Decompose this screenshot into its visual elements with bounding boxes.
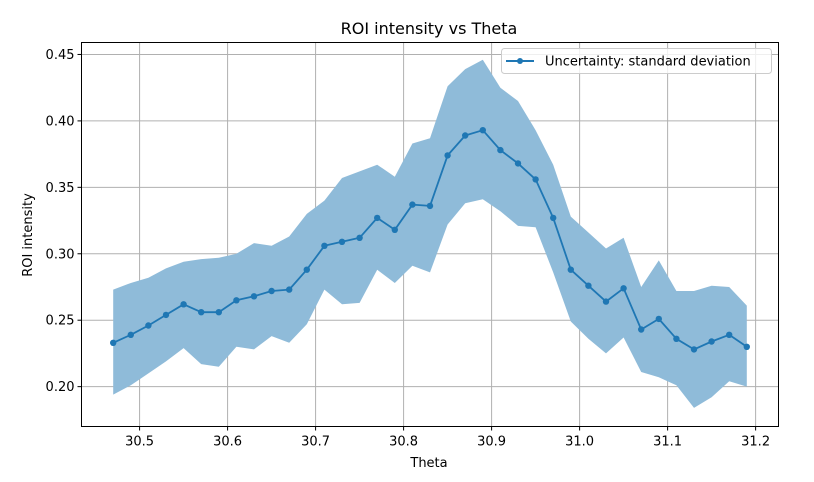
chart-title: ROI intensity vs Theta [341,19,518,38]
data-point [655,315,662,323]
data-point [145,322,152,329]
data-point [286,286,293,293]
x-tick-label: 31.1 [653,435,682,450]
x-tick-label: 31.2 [741,435,770,450]
plot-area-frame [81,42,779,427]
x-tick-label: 30.8 [389,435,418,450]
axis-ticks: 30.5 30.6 30.7 30.8 30.9 31.0 31.1 31.2 0.20 0.25… [46,48,771,450]
data-point [162,311,170,319]
data-point [585,282,592,289]
y-tick-label: 0.20 [46,380,75,395]
data-point [567,266,574,273]
std-deviation-band [113,59,747,408]
data-point [743,343,750,350]
data-point [532,176,539,183]
legend-box [501,48,772,74]
data-point [391,226,398,233]
data-point [602,298,610,305]
data-point [250,293,258,300]
data-point [673,335,680,342]
data-point [444,152,451,159]
x-tick-label: 30.9 [477,435,506,450]
data-point [180,301,187,308]
y-tick-label: 0.30 [46,247,75,262]
y-tick-label: 0.45 [46,48,75,63]
data-point [338,238,346,245]
data-point [233,297,240,304]
data-point [620,285,627,292]
y-tick-label: 0.25 [46,314,75,329]
data-point [690,346,698,353]
y-axis-label: ROI intensity [21,193,36,277]
data-point [638,326,645,333]
data-point [497,146,504,154]
x-tick-label: 31.0 [565,435,594,450]
data-point [303,266,310,273]
legend-label: Uncertainty: standard deviation [545,55,751,70]
uncertainty-band [113,59,747,408]
legend-marker-swatch [517,58,523,64]
x-axis-label: Theta [409,456,447,471]
data-series [110,127,750,353]
x-tick-label: 30.6 [213,435,242,450]
data-point [110,339,117,346]
data-point [374,214,381,222]
data-point [550,214,557,222]
data-point [127,331,134,338]
data-point [356,234,363,241]
y-tick-label: 0.35 [46,181,75,196]
data-point [726,331,733,338]
data-point [409,201,416,208]
x-tick-label: 30.5 [125,435,154,450]
legend: Uncertainty: standard deviation [501,48,772,74]
data-point [215,309,222,316]
data-point [462,132,469,139]
data-point [321,242,328,249]
data-point [198,309,205,316]
data-point [268,287,275,295]
x-tick-label: 30.7 [301,435,330,450]
data-point [426,202,434,210]
data-point [514,160,522,167]
y-tick-label: 0.40 [46,114,75,129]
data-point [708,338,715,345]
data-point [479,127,486,134]
